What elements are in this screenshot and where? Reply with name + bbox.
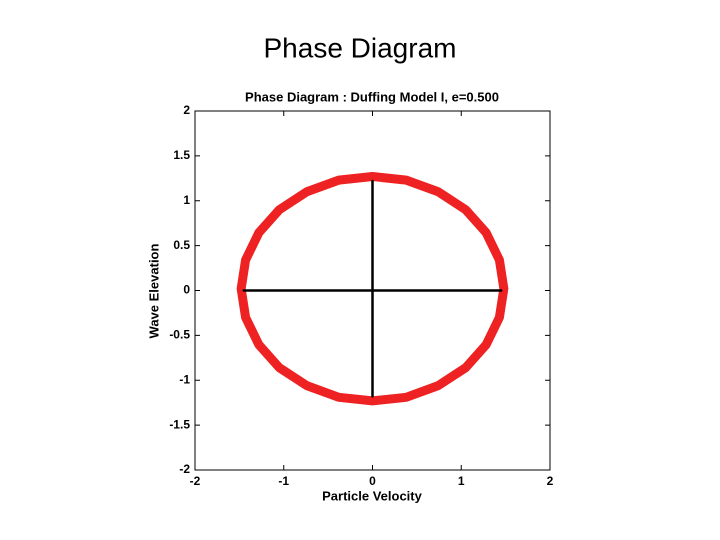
y-tick-label: 1 bbox=[183, 193, 190, 207]
x-tick-label: 2 bbox=[547, 474, 554, 488]
y-tick-label: -2 bbox=[179, 462, 190, 476]
x-tick-label: -1 bbox=[278, 474, 289, 488]
y-tick-label: 1.5 bbox=[173, 148, 190, 162]
chart-title: Phase Diagram : Duffing Model I, e=0.500 bbox=[245, 89, 499, 104]
slide-title: Phase Diagram bbox=[264, 32, 457, 63]
y-tick-label: -1.5 bbox=[169, 417, 190, 431]
x-tick-label: -2 bbox=[190, 474, 201, 488]
x-tick-label: 0 bbox=[369, 474, 376, 488]
y-axis-label: Wave Elevation bbox=[146, 244, 161, 339]
y-tick-label: -1 bbox=[179, 372, 190, 386]
y-tick-label: 0 bbox=[183, 283, 190, 297]
x-tick-label: 1 bbox=[458, 474, 465, 488]
x-axis-label: Particle Velocity bbox=[322, 488, 422, 503]
data-line bbox=[236, 172, 509, 406]
y-tick-label: -0.5 bbox=[169, 328, 190, 342]
y-tick-label: 2 bbox=[183, 103, 190, 117]
y-tick-label: 0.5 bbox=[173, 238, 190, 252]
